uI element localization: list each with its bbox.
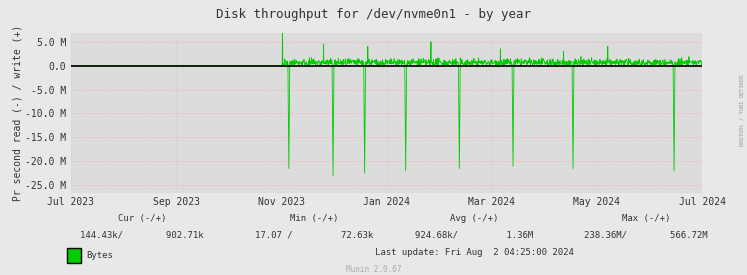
Text: Cur (-/+): Cur (-/+) bbox=[118, 214, 166, 223]
Text: Min (-/+): Min (-/+) bbox=[290, 214, 338, 223]
Text: RRDTOOL / TOBI OETIKER: RRDTOOL / TOBI OETIKER bbox=[740, 74, 745, 146]
Text: Disk throughput for /dev/nvme0n1 - by year: Disk throughput for /dev/nvme0n1 - by ye… bbox=[216, 8, 531, 21]
Text: 144.43k/        902.71k: 144.43k/ 902.71k bbox=[80, 231, 204, 240]
Text: 17.07 /         72.63k: 17.07 / 72.63k bbox=[255, 231, 373, 240]
Text: Avg (-/+): Avg (-/+) bbox=[450, 214, 498, 223]
Text: Bytes: Bytes bbox=[86, 251, 113, 260]
Text: Last update: Fri Aug  2 04:25:00 2024: Last update: Fri Aug 2 04:25:00 2024 bbox=[375, 248, 574, 257]
Text: 238.36M/        566.72M: 238.36M/ 566.72M bbox=[584, 231, 708, 240]
Text: Max (-/+): Max (-/+) bbox=[622, 214, 670, 223]
Text: 924.68k/         1.36M: 924.68k/ 1.36M bbox=[415, 231, 533, 240]
Text: Munin 2.0.67: Munin 2.0.67 bbox=[346, 265, 401, 274]
Y-axis label: Pr second read (-) / write (+): Pr second read (-) / write (+) bbox=[12, 25, 22, 201]
